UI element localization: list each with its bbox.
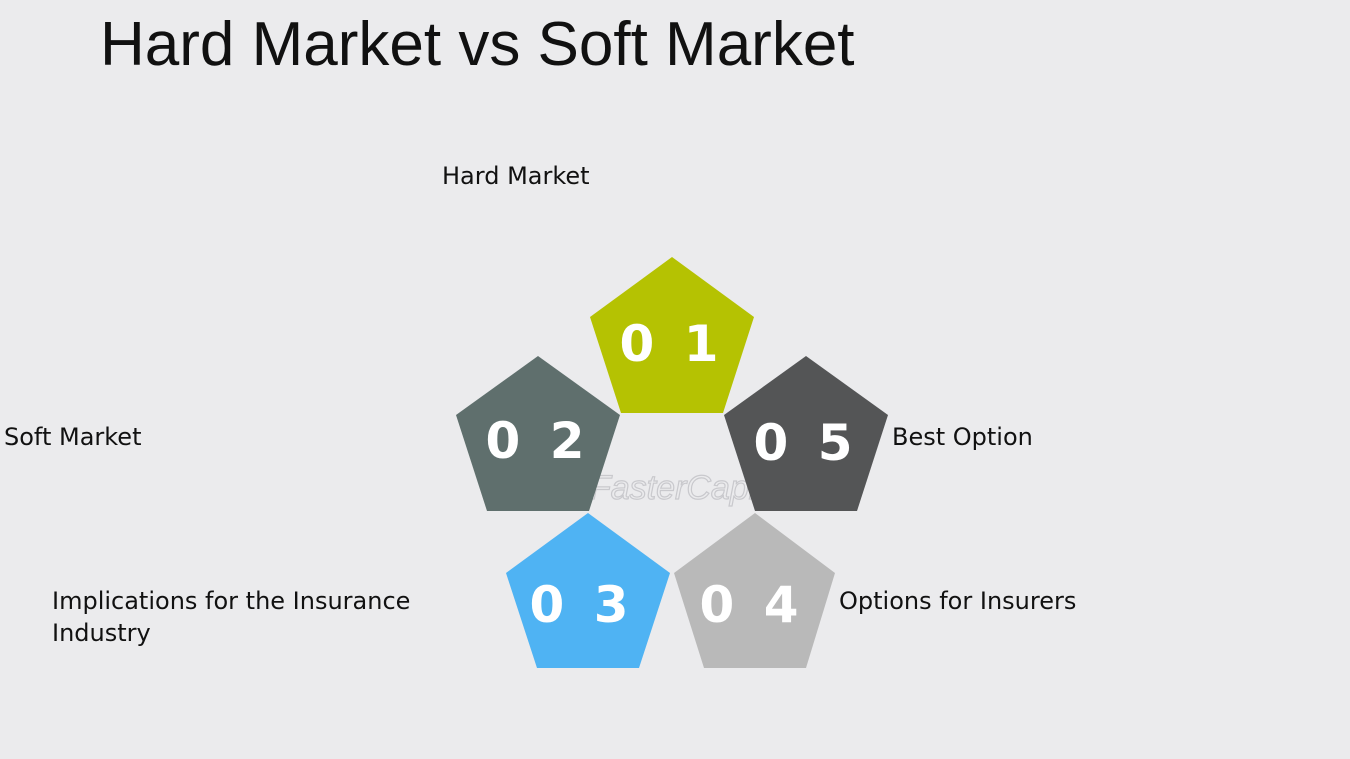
pentagon-02-number: 0 2 <box>486 412 591 470</box>
pentagon-05-shape <box>724 356 888 511</box>
label-implications: Implications for the Insurance Industry <box>52 587 411 647</box>
pentagon-01-number: 0 1 <box>620 315 725 373</box>
label-best-option: Best Option <box>892 423 1033 451</box>
page-title: Hard Market vs Soft Market <box>100 10 855 79</box>
pentagon-05: 0 5 <box>724 356 888 511</box>
pentagon-03: 0 3 <box>506 513 670 668</box>
pentagon-03-number: 0 3 <box>530 576 635 634</box>
pentagon-01-shape <box>590 257 754 413</box>
pentagon-04-shape <box>674 513 835 668</box>
label-hard-market: Hard Market <box>442 162 590 190</box>
pentagon-02: 0 2 <box>456 356 620 511</box>
pentagon-04-number: 0 4 <box>700 576 805 634</box>
pentagon-04: 0 4 <box>674 513 835 668</box>
pentagon-02-shape <box>456 356 620 511</box>
pentagon-01: 0 1 <box>590 257 754 413</box>
label-soft-market: Soft Market <box>4 423 142 451</box>
pentagon-05-number: 0 5 <box>754 414 859 472</box>
pentagon-03-shape <box>506 513 670 668</box>
label-options-for-insurers: Options for Insurers <box>839 587 1077 615</box>
